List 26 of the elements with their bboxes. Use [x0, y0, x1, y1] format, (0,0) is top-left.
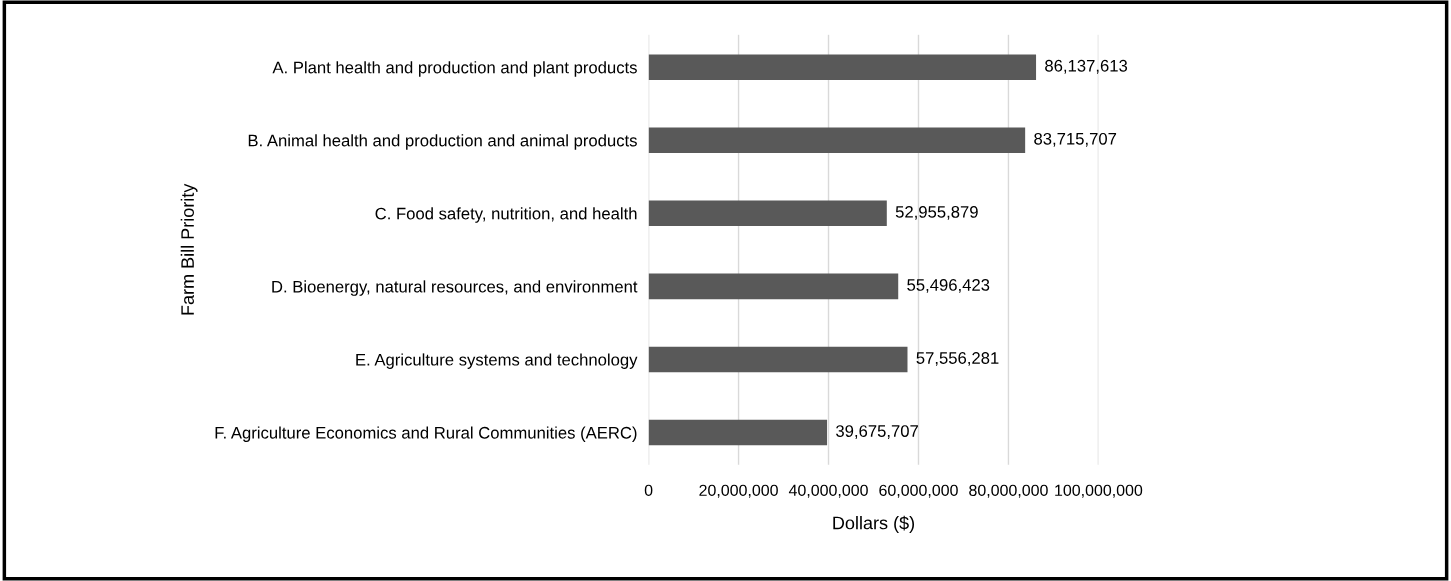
data-label: 39,675,707 — [836, 425, 918, 439]
x-tick-label: 80,000,000 — [969, 484, 1048, 498]
bar — [648, 419, 828, 446]
y-tick-label: D. Bioenergy, natural resources, and environment — [272, 280, 638, 296]
y-axis-title: Farm Bill Priority — [180, 183, 198, 315]
x-tick-label: 0 — [644, 484, 653, 496]
data-label: 52,955,879 — [895, 205, 978, 220]
data-label: 57,556,281 — [916, 352, 999, 366]
x-tick-label: 40,000,000 — [788, 484, 868, 498]
y-tick-label: A. Plant health and production and plant products — [272, 61, 637, 77]
bar — [648, 273, 899, 300]
data-label: 83,715,707 — [1034, 132, 1117, 147]
x-tick-label: 60,000,000 — [879, 484, 958, 498]
bar — [648, 200, 887, 227]
bar — [648, 127, 1026, 154]
y-tick-label: E. Agriculture systems and technology — [356, 353, 638, 369]
y-tick-label: C. Food safety, nutrition, and health — [375, 207, 637, 223]
bar — [648, 54, 1037, 80]
data-label: 55,496,423 — [907, 279, 990, 293]
x-axis-title: Dollars ($) — [833, 515, 915, 533]
y-tick-label: B. Animal health and production and animal products — [248, 134, 637, 150]
data-label: 86,137,613 — [1045, 59, 1128, 74]
y-tick-label: F. Agriculture Economics and Rural Communities (AERC) — [215, 426, 637, 442]
bar — [648, 346, 908, 373]
x-tick-label: 100,000,000 — [1055, 484, 1143, 498]
x-tick-label: 20,000,000 — [699, 484, 778, 498]
